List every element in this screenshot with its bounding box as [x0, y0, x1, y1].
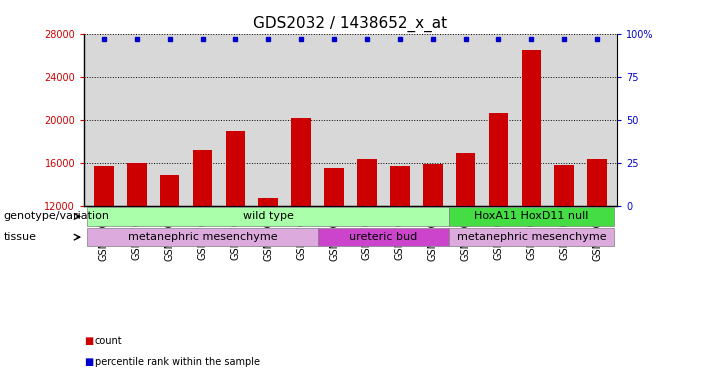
Bar: [94, 166, 114, 206]
Text: count: count: [95, 336, 122, 346]
Bar: [390, 166, 409, 206]
Bar: [160, 175, 179, 206]
Bar: [587, 159, 607, 206]
Text: genotype/variation: genotype/variation: [4, 211, 109, 222]
Text: wild type: wild type: [243, 211, 294, 222]
Text: ■: ■: [84, 336, 93, 346]
Bar: [88, 207, 449, 226]
Text: ureteric bud: ureteric bud: [349, 232, 418, 242]
Bar: [554, 165, 574, 206]
Bar: [318, 228, 449, 246]
Bar: [193, 150, 212, 206]
Bar: [522, 50, 541, 206]
Text: tissue: tissue: [4, 232, 36, 242]
Bar: [489, 114, 508, 206]
Bar: [423, 164, 442, 206]
Bar: [226, 131, 245, 206]
Text: HoxA11 HoxD11 null: HoxA11 HoxD11 null: [474, 211, 589, 222]
Bar: [127, 163, 147, 206]
Text: ■: ■: [84, 357, 93, 367]
Bar: [456, 153, 475, 206]
Bar: [259, 198, 278, 206]
Bar: [357, 159, 377, 206]
Bar: [449, 228, 613, 246]
Bar: [449, 207, 613, 226]
Text: metanephric mesenchyme: metanephric mesenchyme: [456, 232, 606, 242]
Bar: [324, 168, 344, 206]
Bar: [292, 118, 311, 206]
Text: metanephric mesenchyme: metanephric mesenchyme: [128, 232, 278, 242]
Title: GDS2032 / 1438652_x_at: GDS2032 / 1438652_x_at: [254, 16, 447, 32]
Bar: [88, 228, 318, 246]
Text: percentile rank within the sample: percentile rank within the sample: [95, 357, 259, 367]
